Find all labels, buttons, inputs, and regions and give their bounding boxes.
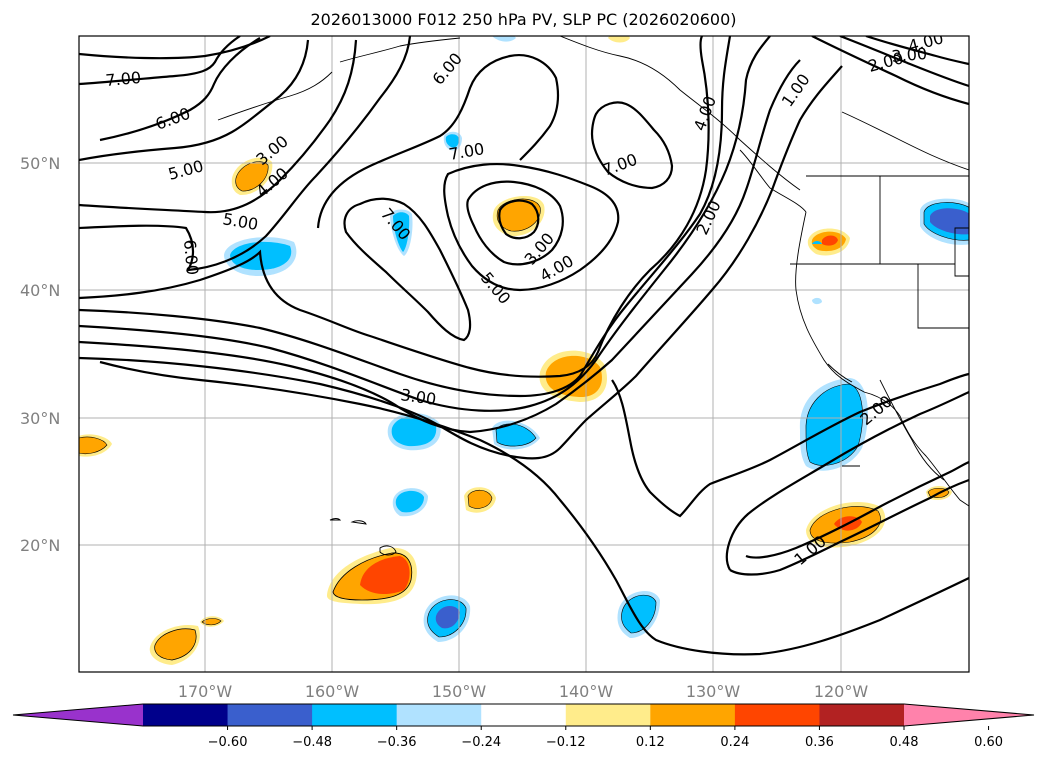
colorbar-tick-label: −0.60 <box>208 735 248 750</box>
colorbar-tick-label: −0.48 <box>292 735 332 750</box>
lat-label: 30°N <box>20 409 60 428</box>
colorbar-extend-min <box>13 704 143 726</box>
lat-label: 50°N <box>20 154 60 173</box>
contour-label: 7.00 <box>105 68 142 90</box>
colorbar-segment <box>481 704 567 726</box>
coastlines <box>217 36 969 556</box>
colorbar-tick-label: 0.24 <box>720 735 749 750</box>
colorbar-segment <box>565 704 651 726</box>
contour-label: 6.00 <box>180 239 202 276</box>
contour-label: 3.00 <box>399 385 437 409</box>
map-title: 2026013000 F012 250 hPa PV, SLP PC (2026… <box>310 10 737 29</box>
colorbar-segment <box>227 704 313 726</box>
colorbar-tick-label: 0.60 <box>974 735 1003 750</box>
colorbar-tick-label: −0.12 <box>546 735 586 750</box>
colorbar-tick-label: 0.48 <box>890 735 919 750</box>
lat-label: 40°N <box>20 281 60 300</box>
colorbar-segment <box>312 704 398 726</box>
lon-label: 150°W <box>432 682 487 701</box>
map-content: 7.00 6.00 5.00 3.00 4.00 5.00 6.00 6.00 … <box>79 36 969 672</box>
lon-label: 160°W <box>305 682 360 701</box>
colorbar-ticks: −0.60 −0.48 −0.36 −0.24 −0.12 0.12 0.24 0.36 0.4… <box>208 726 1003 750</box>
pv-contours <box>79 36 969 656</box>
lon-label: 120°W <box>814 682 869 701</box>
colorbar-outline <box>12 703 1035 727</box>
colorbar-segment <box>143 704 229 726</box>
lat-label: 20°N <box>20 536 60 555</box>
contour-label: 3.00 <box>891 44 928 66</box>
latitude-labels: 50°N 40°N 30°N 20°N <box>20 154 60 555</box>
colorbar-tick-label: 0.36 <box>805 735 834 750</box>
lon-label: 140°W <box>559 682 614 701</box>
lon-label: 130°W <box>686 682 741 701</box>
colorbar-segment <box>819 704 905 726</box>
colorbar-tick-label: −0.36 <box>377 735 417 750</box>
longitude-labels: 170°W 160°W 150°W 140°W 130°W 120°W <box>178 682 869 701</box>
colorbar <box>12 703 1035 727</box>
lon-label: 170°W <box>178 682 233 701</box>
colorbar-tick-label: −0.24 <box>461 735 501 750</box>
colorbar-segment <box>396 704 482 726</box>
map-frame <box>78 35 970 673</box>
colorbar-tick-label: 0.12 <box>636 735 665 750</box>
graticule <box>79 36 969 672</box>
colorbar-segment <box>650 704 736 726</box>
colorbar-extend-max <box>904 704 1034 726</box>
colorbar-segment <box>734 704 820 726</box>
